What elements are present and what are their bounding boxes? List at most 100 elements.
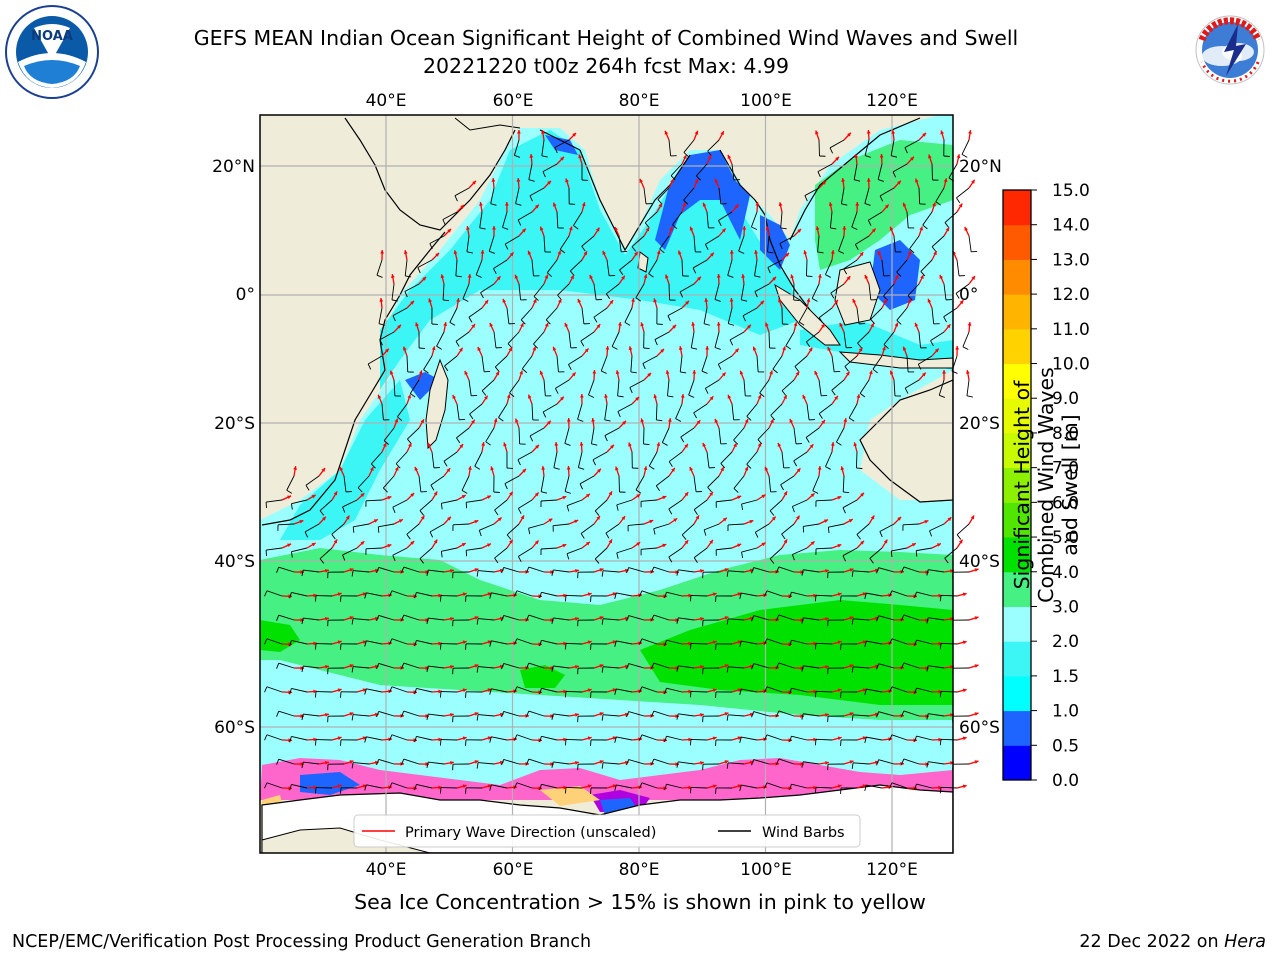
wind-barb [840,187,848,206]
wave-arrow [656,348,665,357]
lat-label-right: 0° [959,285,978,305]
wind-barb [319,547,333,564]
wave-arrow [743,324,752,333]
wind-barb [715,739,733,746]
wind-barb [679,283,695,298]
wind-barb [818,403,833,419]
wave-arrow [691,321,696,333]
wave-arrow [564,322,570,333]
wind-barb [579,475,595,490]
wave-arrow [743,418,749,429]
wave-arrow [615,466,620,477]
lon-label-top: 60°E [493,91,534,111]
wave-arrow [891,129,896,141]
wave-arrow [406,300,415,309]
wind-barb [772,355,783,374]
wave-arrow [477,346,483,357]
wind-barb [754,259,761,278]
wind-barb [715,499,733,508]
wind-barb [539,783,558,791]
wind-barb [443,451,458,467]
wind-barb [466,235,473,254]
wind-barb [814,738,833,746]
wave-arrow [714,178,720,189]
wind-barb [327,571,345,579]
wind-barb [956,523,970,540]
wind-barb [501,567,520,574]
wave-arrow [968,179,976,189]
wind-barb [539,687,558,695]
wind-barb [664,687,683,695]
wave-arrow [431,346,436,357]
wave-arrow [452,394,458,405]
wave-arrow [706,736,717,741]
colorbar-segment [1003,328,1031,365]
wave-arrow [677,250,683,261]
wind-barb [952,571,970,579]
wind-barb [831,355,841,373]
wave-arrow [731,543,742,549]
wave-arrow [543,518,553,525]
wave-arrow [631,396,640,405]
wind-barb [455,259,462,278]
wind-barb [838,235,845,254]
wind-barb [476,666,495,673]
colorbar-segment [1003,224,1031,260]
wind-barb [539,639,558,647]
wave-arrow [481,442,485,453]
wind-barb [751,759,770,766]
colorbar-segment [1003,641,1031,677]
wave-arrow [706,154,712,165]
wave-arrow [589,274,595,285]
wave-arrow [743,466,749,477]
wind-barb [776,758,795,765]
wave-arrow [493,517,503,525]
wind-barb [314,691,333,698]
wave-arrow [440,274,445,285]
map-frame [259,114,954,854]
wave-arrow [568,617,579,621]
wind-barb [890,547,908,557]
wave-arrow [579,393,584,405]
wave-arrow [566,465,571,477]
wind-barb [943,139,950,157]
wave-arrow [481,299,489,309]
wind-barb [693,499,708,515]
wind-barb [740,283,748,302]
colorbar-tick-label: 8.0 [1052,424,1079,444]
wind-barb [604,427,620,442]
wind-barb [301,665,320,673]
wave-arrow [781,394,788,405]
wave-arrow [877,250,883,261]
wave-arrow [568,713,579,717]
wave-arrow [393,518,404,525]
wind-barb [635,283,645,302]
wind-barb [614,784,633,791]
wave-arrow [866,129,871,141]
wave-arrow [830,249,835,261]
wind-barb [962,331,970,350]
wind-barb [639,686,658,693]
wind-barb [889,638,908,645]
wave-arrow [381,495,392,501]
wave-arrow [943,569,954,573]
wave-arrow [843,132,852,141]
wind-barb [693,235,702,253]
wave-arrow [906,542,917,549]
wave-arrow [318,568,329,573]
wave-arrow [431,737,443,742]
wind-barb [939,738,958,746]
wave-arrow [592,369,597,381]
colorbar-segment [1003,467,1031,503]
wind-barb [577,403,584,422]
wind-barb [614,736,633,743]
wave-arrow [692,369,697,381]
wave-arrow [514,274,520,285]
wave-arrow [566,417,571,429]
wind-barb [805,427,820,443]
wind-barb [552,523,570,532]
wind-barb [514,590,533,597]
wind-barb [376,710,395,718]
wave-arrow [502,298,508,309]
wind-barb [566,499,583,512]
